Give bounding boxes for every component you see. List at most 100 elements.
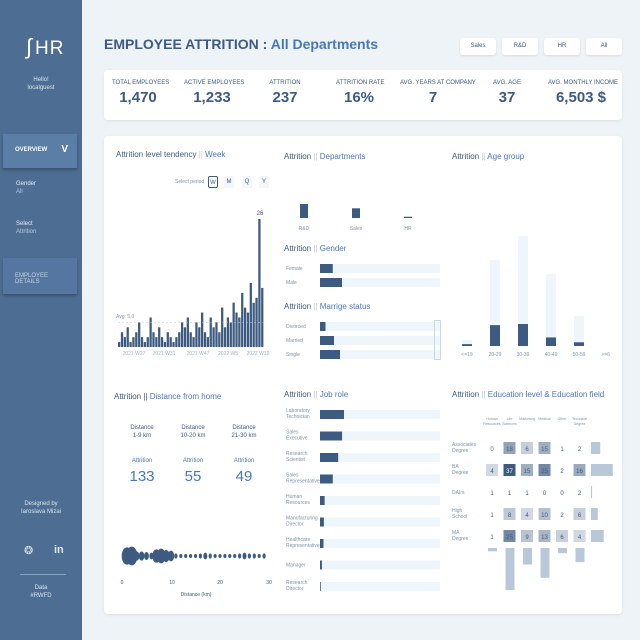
marriage-track [320, 322, 440, 331]
x-tick: 2021 W47 [187, 351, 210, 357]
nav-overview[interactable]: OVERVIEW V [3, 134, 77, 168]
job-role-track [320, 431, 440, 441]
trend-bar [183, 327, 187, 347]
marriage-bar [320, 322, 326, 331]
section-title-main: Attrition [284, 152, 312, 161]
heat-value: 13 [541, 535, 548, 541]
distance-range: 21-30 km [231, 433, 257, 439]
heat-cell [538, 508, 551, 520]
trend-bar [226, 317, 230, 347]
kpi-label: ATTRITION [269, 80, 301, 86]
heat-value: 37 [506, 469, 513, 475]
heat-value: 1 [508, 491, 512, 497]
kpi-value: 1,233 [193, 89, 231, 106]
trend-bar [198, 327, 201, 347]
greeting-hello: Hello! [33, 77, 49, 83]
dept-button-all[interactable]: All [586, 38, 622, 55]
trend-bar [178, 332, 181, 347]
distance-bubble [247, 553, 251, 559]
x-tick: 2022 W5 [218, 351, 238, 357]
heat-cell [503, 530, 516, 542]
heat-value: 18 [506, 447, 513, 453]
heat-cell [538, 464, 551, 476]
trend-bar [209, 317, 212, 347]
job-role-label: Healthcare Representative [286, 537, 320, 549]
distance-bubble [149, 552, 154, 560]
linkedin-icon[interactable]: in [54, 544, 64, 556]
age-label: 50-59 [573, 352, 586, 358]
dept-button-sales[interactable]: Sales [460, 38, 496, 55]
job-role-chart: Laboratory Technician Sales Executive Resear… [286, 408, 440, 592]
x-tick: 10 [169, 580, 175, 586]
heat-value: 2 [578, 491, 582, 497]
designed-by-label: Designed by [24, 501, 58, 507]
job-role-bar [320, 474, 333, 484]
distance-bubble [242, 552, 247, 560]
departments-title: Attrition || Departments [284, 152, 366, 161]
distance-range: 10-20 km [180, 433, 206, 439]
select-filter-label: Select [16, 221, 33, 227]
job-role-title: Attrition || Job role [284, 390, 349, 399]
trend-bar [255, 297, 258, 347]
kpi-label: TOTAL EMPLOYEES [112, 80, 170, 86]
nav-employee-details[interactable]: EMPLOYEE DETAILS [3, 258, 77, 294]
age-track [546, 274, 556, 346]
field-label: Medical [538, 417, 551, 421]
distance-attrition-value: 49 [235, 468, 253, 485]
heat-value: 6 [560, 535, 564, 541]
nav-details-label: EMPLOYEE DETAILS [15, 273, 49, 285]
distance-bubble [189, 554, 193, 558]
distance-label: Distance [232, 425, 256, 431]
age-label: <=19 [461, 352, 473, 358]
distance-bubble [162, 550, 170, 562]
job-role-track [320, 539, 440, 548]
main-card: Attrition level tendency || Week Select … [104, 136, 622, 614]
sidebar: ∫ HR Hello! localguest OVERVIEW V Gender … [0, 0, 82, 640]
scrollbar[interactable] [434, 320, 441, 360]
col-total-bar [540, 548, 550, 578]
kpi-attrition: ATTRITION 237 [262, 80, 308, 106]
marriage-label: Divorced [286, 324, 306, 330]
marriage-title: Attrition || Marrige status [284, 302, 371, 311]
job-role-bar [320, 410, 344, 419]
distance-bubble [218, 554, 222, 558]
section-title-accent: Education level & Education field [487, 390, 605, 399]
trend-bar [241, 292, 244, 347]
trend-bar [120, 332, 124, 347]
settings-icon[interactable]: ❂ [24, 545, 34, 557]
trend-bar [118, 342, 121, 347]
trend-bar [126, 327, 129, 347]
marriage-bar [320, 336, 334, 345]
gender-filter[interactable]: Gender All [16, 180, 36, 196]
period-button-q[interactable]: Q [242, 176, 252, 188]
distance-label: Distance [181, 425, 205, 431]
heat-value: 25 [506, 535, 513, 541]
heat-cell [538, 530, 551, 542]
job-role-bar [320, 539, 324, 548]
period-button-m[interactable]: M [224, 176, 234, 188]
distance-bubble [179, 554, 183, 558]
x-tick: 2021 W31 [153, 351, 176, 357]
select-filter[interactable]: Select Attrition [16, 220, 36, 236]
job-role-label: Human Resources [286, 494, 310, 506]
trend-bar [180, 322, 184, 347]
job-role-bar [320, 453, 339, 462]
job-role-label: Manager [286, 563, 306, 569]
period-button-w[interactable]: W [208, 176, 218, 188]
departments-chart: R&D Sales HR [299, 204, 412, 232]
trend-bar [246, 312, 250, 347]
kpi-value: 237 [272, 89, 298, 106]
dept-button-hr[interactable]: HR [544, 38, 580, 55]
dept-button-rd[interactable]: R&D [502, 38, 538, 55]
distance-bubble [238, 553, 242, 559]
distance-bubble [198, 553, 202, 559]
trend-bar [249, 283, 252, 347]
education-title: Attrition || Education level & Education… [452, 390, 605, 399]
select-filter-value: Attrition [16, 229, 37, 235]
period-button-y[interactable]: Y [259, 176, 269, 188]
distance-group-2: Distance 10-20 km [173, 424, 213, 440]
section-title-accent: Job role [319, 390, 349, 399]
department-buttons: Sales R&D HR All [460, 38, 622, 55]
trend-bar [172, 342, 175, 347]
